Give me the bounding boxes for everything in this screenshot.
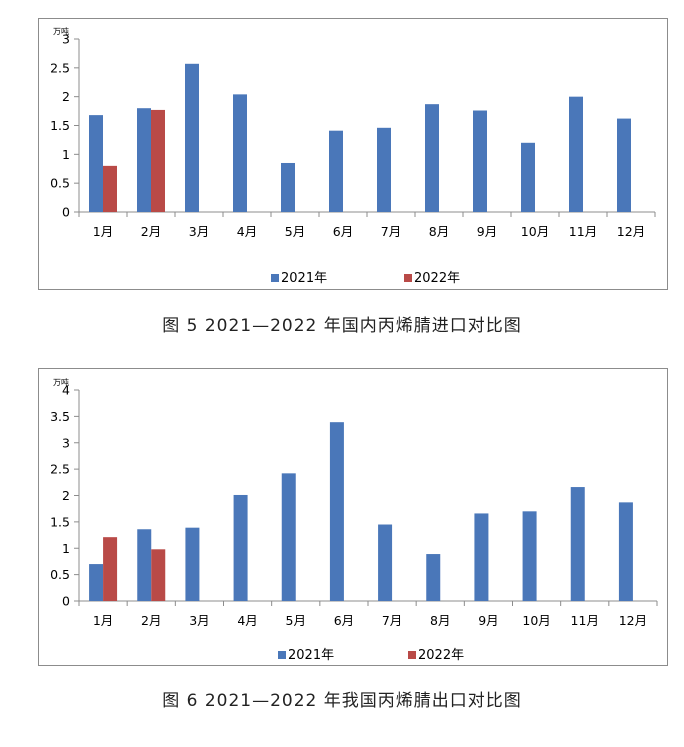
bar-2021-8 — [426, 554, 441, 601]
x-tick-label: 12月 — [619, 613, 647, 628]
bar-2021-10 — [521, 142, 535, 212]
legend-swatch-1 — [404, 274, 412, 282]
y-tick-label: 0.5 — [50, 176, 70, 191]
y-tick-label: 4 — [62, 383, 70, 398]
y-tick-label: 3.5 — [50, 409, 70, 424]
bar-2021-1 — [89, 115, 103, 212]
bar-2021-11 — [570, 487, 585, 601]
bar-2021-8 — [425, 104, 439, 212]
x-tick-label: 9月 — [477, 224, 497, 239]
x-tick-label: 10月 — [521, 224, 549, 239]
y-tick-label: 3 — [62, 32, 70, 47]
x-tick-label: 2月 — [141, 224, 161, 239]
x-tick-label: 1月 — [93, 224, 113, 239]
chart-export-svg: 万吨 0 0.5 1 1.5 2 2.5 3 3.5 4 1月 2月 3月 4月 5月 6月 7月 8月 9月 10月… — [50, 377, 658, 663]
y-tick-label: 1 — [62, 541, 70, 556]
x-tick-label: 11月 — [571, 613, 599, 628]
chart-export: 万吨 0 0.5 1 1.5 2 2.5 3 3.5 4 1月 2月 3月 4月 5月 6月 7月 8月 9月 10月… — [38, 368, 668, 666]
x-tick-label: 6月 — [333, 224, 353, 239]
bar-2022-1 — [103, 165, 117, 212]
x-tick-label: 4月 — [237, 224, 257, 239]
legend-label-0: 2021年 — [281, 271, 327, 286]
x-tick-label: 5月 — [286, 613, 306, 628]
y-tick-label: 0 — [62, 594, 70, 609]
bar-2021-4 — [233, 494, 248, 601]
x-tick-label: 5月 — [285, 224, 305, 239]
legend-swatch-0 — [278, 651, 286, 659]
legend-label-1: 2022年 — [418, 648, 464, 663]
y-tick-label: 2.5 — [50, 60, 70, 75]
x-tick-label: 8月 — [430, 613, 450, 628]
y-tick-label: 1.5 — [50, 118, 70, 133]
bar-2021-7 — [377, 127, 391, 212]
chart-export-caption: 图 6 2021—2022 年我国丙烯腈出口对比图 — [162, 691, 522, 711]
bar-2021-7 — [378, 524, 393, 601]
x-tick-label: 8月 — [429, 224, 449, 239]
y-unit-label: 万吨 — [53, 26, 69, 36]
bar-2022-2 — [151, 549, 166, 601]
bar-2021-6 — [329, 422, 344, 601]
chart-import-svg: 万吨 0 0.5 1 1.5 2 2.5 3 1月 2月 3月 4月 5月 6月 7月 8月 9月 10月 11月 1… — [50, 26, 656, 286]
bar-2021-1 — [89, 564, 104, 601]
y-tick-label: 0 — [62, 205, 70, 220]
y-tick-label: 2 — [62, 89, 70, 104]
x-tick-label: 11月 — [569, 224, 597, 239]
x-tick-label: 10月 — [522, 613, 550, 628]
bar-2021-10 — [522, 511, 537, 601]
bar-2021-11 — [569, 96, 583, 212]
bar-2021-12 — [617, 118, 631, 212]
bar-2021-2 — [137, 529, 152, 601]
y-tick-label: 2.5 — [50, 462, 70, 477]
y-unit-label: 万吨 — [53, 377, 69, 387]
x-tick-label: 2月 — [141, 613, 161, 628]
x-tick-label: 3月 — [189, 224, 209, 239]
bar-2022-2 — [151, 109, 165, 212]
y-tick-label: 1 — [62, 147, 70, 162]
legend-label-1: 2022年 — [414, 271, 460, 286]
x-tick-label: 12月 — [617, 224, 645, 239]
x-tick-label: 1月 — [93, 613, 113, 628]
y-tick-label: 1.5 — [50, 514, 70, 529]
legend-swatch-0 — [271, 274, 279, 282]
legend-swatch-1 — [408, 651, 416, 659]
bar-2021-12 — [618, 502, 633, 601]
x-tick-label: 9月 — [478, 613, 498, 628]
bar-2021-9 — [473, 110, 487, 212]
bar-2021-4 — [233, 94, 247, 212]
bar-2021-9 — [474, 513, 489, 601]
x-tick-label: 4月 — [237, 613, 257, 628]
x-tick-label: 7月 — [381, 224, 401, 239]
bar-2021-5 — [281, 473, 296, 601]
x-tick-label: 7月 — [382, 613, 402, 628]
bar-2021-3 — [185, 527, 200, 601]
x-tick-label: 6月 — [334, 613, 354, 628]
bar-2021-6 — [329, 130, 343, 212]
bar-2021-2 — [137, 108, 151, 212]
legend-label-0: 2021年 — [288, 648, 334, 663]
bar-2022-1 — [103, 537, 118, 601]
bar-2021-5 — [281, 162, 295, 212]
y-tick-label: 3 — [62, 435, 70, 450]
y-tick-label: 0.5 — [50, 567, 70, 582]
chart-import: 万吨 0 0.5 1 1.5 2 2.5 3 1月 2月 3月 4月 5月 6月 7月 8月 9月 10月 11月 1… — [38, 18, 668, 290]
y-tick-label: 2 — [62, 488, 70, 503]
x-tick-label: 3月 — [189, 613, 209, 628]
bar-2021-3 — [185, 63, 199, 213]
chart-import-caption: 图 5 2021—2022 年国内丙烯腈进口对比图 — [162, 316, 522, 336]
